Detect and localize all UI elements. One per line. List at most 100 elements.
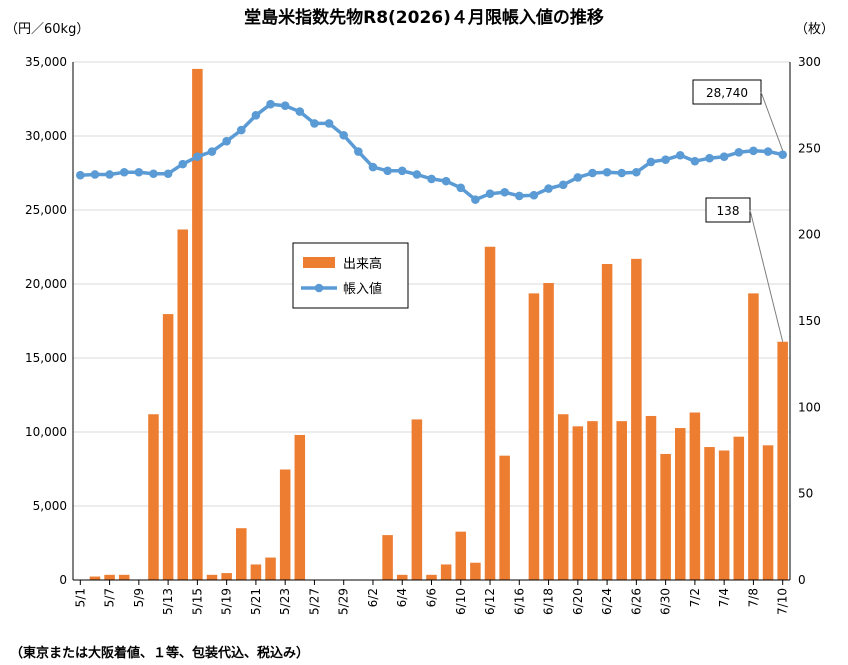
x-tick-label: 5/23 <box>278 588 292 615</box>
x-tick-label: 6/10 <box>454 588 468 615</box>
bar <box>396 574 408 580</box>
line-point <box>544 184 553 193</box>
line-point <box>163 169 173 179</box>
line-point <box>573 173 583 182</box>
bar <box>455 531 467 580</box>
line-point <box>471 195 480 204</box>
bar <box>440 564 452 580</box>
line-point <box>354 147 363 156</box>
chart-title: 堂島米指数先物R8(2026)４月限帳入値の推移 <box>244 7 604 28</box>
x-tick-label: 7/10 <box>776 588 790 615</box>
x-tick-label: 6/2 <box>366 588 380 607</box>
line-point <box>661 155 670 164</box>
line-point <box>632 167 641 177</box>
line-point <box>149 169 158 179</box>
bar <box>382 535 393 580</box>
x-tick-label: 6/4 <box>395 588 409 607</box>
line-point <box>529 190 539 200</box>
bar <box>528 293 540 580</box>
line-point <box>76 170 85 180</box>
line-point <box>646 157 656 167</box>
bar <box>704 447 715 580</box>
line-point <box>90 170 100 179</box>
line-point <box>119 167 129 177</box>
bar <box>543 283 554 580</box>
bar <box>601 264 613 580</box>
line-point <box>105 170 114 179</box>
right-tick-label: 200 <box>798 228 821 242</box>
line-point <box>310 119 319 128</box>
line-point <box>427 174 436 184</box>
line-point <box>500 187 509 197</box>
line-point <box>456 183 466 193</box>
line-point <box>383 166 392 176</box>
x-tick-label: 6/16 <box>512 588 526 615</box>
x-tick-label: 5/13 <box>161 588 175 615</box>
price-callout-leader <box>760 91 784 151</box>
line-point <box>588 168 597 178</box>
x-tick-label: 6/24 <box>600 588 614 615</box>
bar <box>411 419 423 580</box>
line-point <box>412 170 422 179</box>
callouts: 28,740 138 <box>692 79 784 342</box>
bar <box>718 450 730 580</box>
bar <box>279 469 291 580</box>
line-point <box>397 166 407 176</box>
right-tick-label: 250 <box>798 141 821 155</box>
line-point <box>617 168 627 178</box>
left-tick-label: 0 <box>59 573 67 587</box>
line-point <box>558 180 568 190</box>
bar <box>748 293 759 580</box>
bar <box>777 341 788 580</box>
legend-swatch-marker <box>314 283 324 293</box>
right-tick-label: 100 <box>798 400 821 414</box>
line-point <box>749 146 758 156</box>
line-point <box>280 101 290 110</box>
line-point <box>134 167 144 177</box>
bar <box>104 574 115 580</box>
bar <box>148 414 159 580</box>
bar <box>587 421 598 580</box>
line-point <box>514 191 524 201</box>
line-point <box>441 176 451 186</box>
bar <box>206 574 218 580</box>
x-tick-label: 7/8 <box>746 588 760 607</box>
right-tick-label: 300 <box>798 55 821 69</box>
right-axis-label: （枚） <box>795 22 834 37</box>
bar <box>631 258 642 580</box>
bar <box>192 68 203 580</box>
left-axis-label: （円／60kg） <box>5 22 89 37</box>
line-point <box>207 147 217 156</box>
bar-series <box>89 68 788 580</box>
bar <box>236 528 247 580</box>
bar <box>645 415 657 580</box>
bar <box>616 421 627 580</box>
line-point <box>485 189 495 199</box>
left-tick-label: 30,000 <box>25 129 67 143</box>
right-tick-label: 0 <box>798 573 806 587</box>
line-point <box>324 119 334 128</box>
line-series <box>76 99 787 204</box>
bar <box>762 445 774 580</box>
line-point <box>763 147 773 156</box>
bar <box>162 314 174 580</box>
legend-label-price: 帳入値 <box>343 281 382 297</box>
x-tick-label: 5/1 <box>73 588 87 607</box>
price-callout-box <box>692 79 762 105</box>
line-point <box>690 156 700 166</box>
line-point <box>602 167 612 177</box>
line-point <box>719 152 729 162</box>
legend-box <box>292 242 409 309</box>
x-tick-label: 5/21 <box>249 588 263 615</box>
bar <box>660 453 671 580</box>
x-tick-label: 6/12 <box>483 588 497 615</box>
line-point <box>222 136 231 146</box>
x-tick-label: 5/9 <box>132 588 146 607</box>
bar <box>470 562 481 580</box>
bar <box>557 414 569 580</box>
bar <box>733 436 745 580</box>
left-tick-label: 35,000 <box>25 55 67 69</box>
bar <box>674 428 686 580</box>
